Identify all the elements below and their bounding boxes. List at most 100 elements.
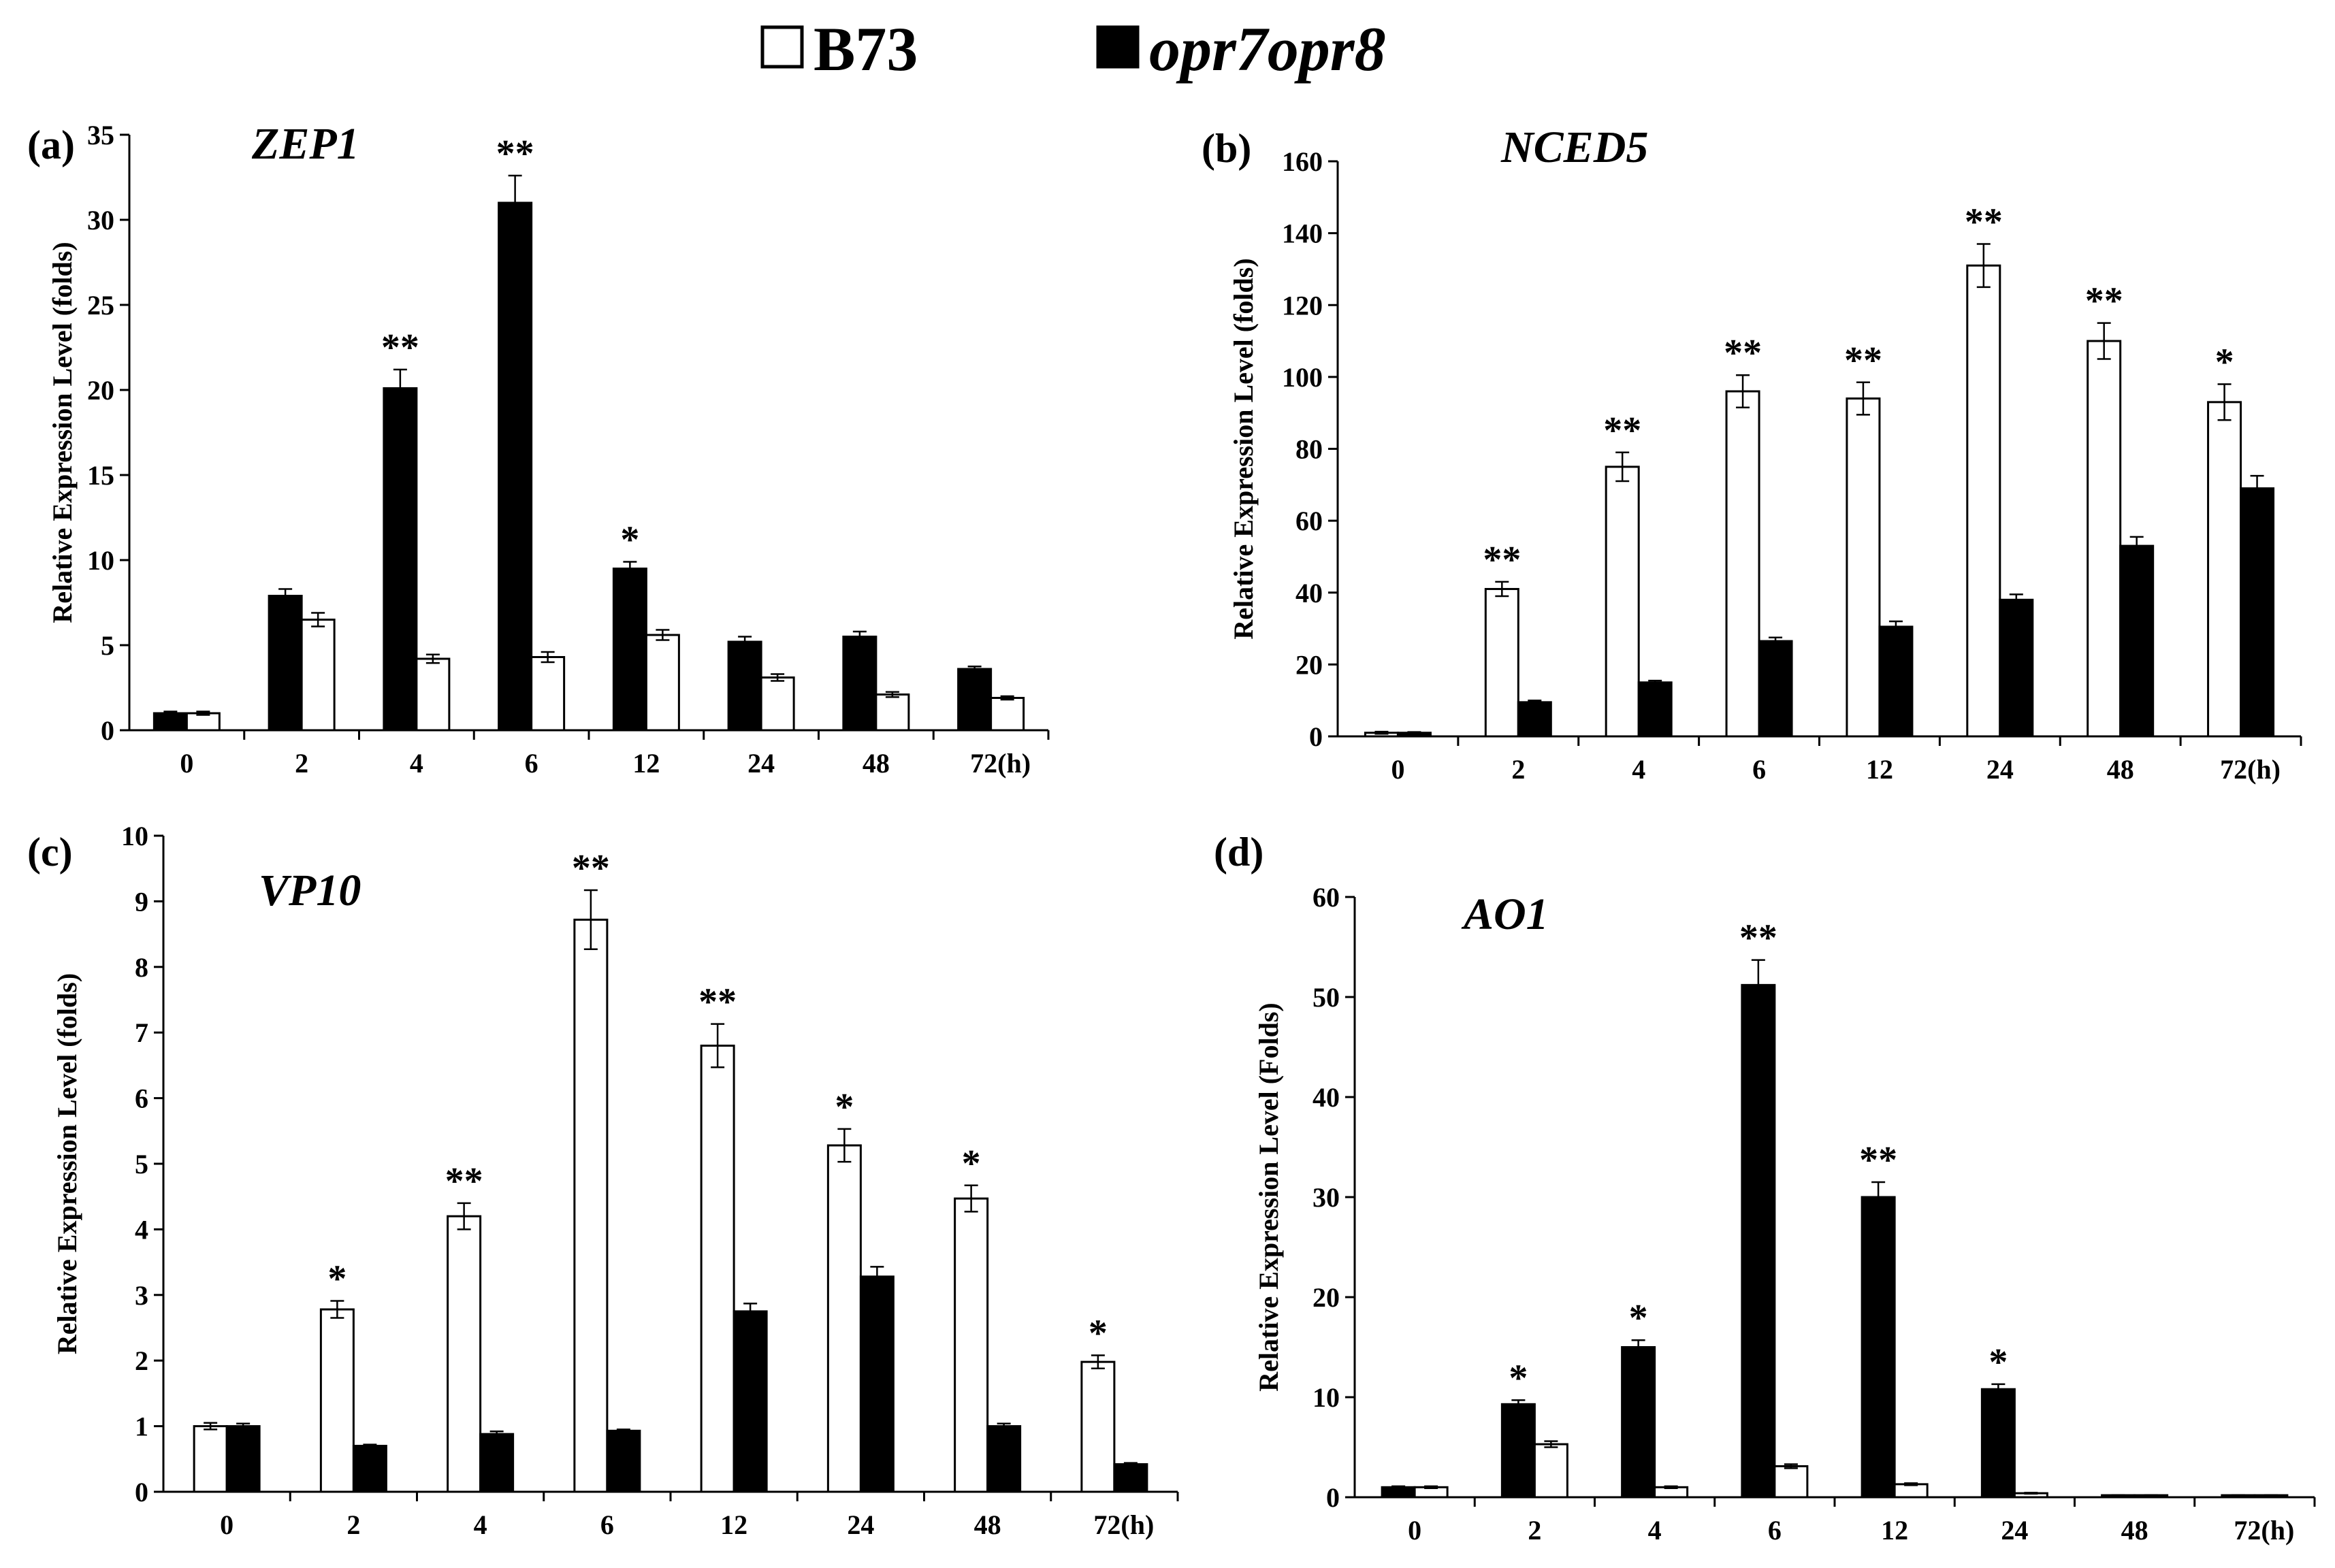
- y-axis-label: Relative Expression Level (folds): [52, 973, 82, 1354]
- significance-marker: **: [381, 327, 419, 369]
- bar-b73-2: [300, 619, 336, 732]
- bar-opr7opr8-6: [498, 201, 533, 732]
- bar-b73-72h: [2207, 401, 2242, 738]
- gene-title: VP10: [259, 866, 361, 915]
- significance-marker: *: [962, 1143, 981, 1185]
- y-tick-label: 3: [135, 1280, 148, 1311]
- significance-marker: *: [2215, 341, 2234, 383]
- x-tick-label: 2: [295, 748, 308, 779]
- significance-marker: **: [1859, 1139, 1897, 1181]
- bar-b73-6: [573, 918, 609, 1493]
- y-tick-label: 60: [1313, 882, 1340, 913]
- bar-b73-2: [1484, 587, 1519, 738]
- bar-b73-12: [645, 634, 680, 732]
- y-tick-label: 80: [1295, 434, 1323, 465]
- y-tick-label: 60: [1295, 506, 1323, 536]
- y-tick-label: 100: [1282, 362, 1323, 393]
- significance-marker: **: [1483, 539, 1521, 581]
- significance-marker: *: [835, 1086, 854, 1128]
- y-tick-label: 6: [135, 1083, 148, 1114]
- y-tick-label: 7: [135, 1017, 148, 1048]
- bar-opr7opr8-24: [1980, 1388, 2016, 1499]
- bar-b73-6: [1725, 390, 1760, 738]
- significance-marker: **: [1603, 410, 1641, 452]
- significance-marker: *: [1089, 1312, 1108, 1354]
- y-axis-label: Relative Expression Level (folds): [47, 242, 78, 623]
- bar-opr7opr8-12: [1861, 1196, 1896, 1499]
- y-tick-label: 30: [87, 205, 114, 235]
- bar-b73-6: [1773, 1465, 1809, 1499]
- y-tick-label: 0: [135, 1477, 148, 1507]
- x-tick-label: 48: [863, 748, 890, 779]
- bar-opr7opr8-72h: [957, 668, 993, 732]
- x-tick-label: 12: [632, 748, 660, 779]
- bar-opr7opr8-2: [268, 595, 303, 732]
- x-tick-label: 0: [1391, 754, 1404, 785]
- y-tick-label: 5: [135, 1149, 148, 1179]
- significance-marker: *: [327, 1258, 347, 1300]
- x-tick-label: 2: [1528, 1515, 1541, 1546]
- panel-label: (d): [1214, 830, 1263, 875]
- bar-opr7opr8-24: [1999, 598, 2034, 738]
- bar-opr7opr8-2: [1517, 701, 1552, 738]
- bar-opr7opr8-48: [842, 636, 877, 732]
- panel-label: (b): [1202, 126, 1251, 171]
- gene-title: AO1: [1461, 889, 1549, 939]
- y-tick-label: 15: [87, 460, 114, 491]
- bar-opr7opr8-6: [1741, 983, 1776, 1499]
- y-tick-label: 20: [1313, 1282, 1340, 1313]
- chart-panel-ao1: 0 10 20 30 40 50 60 0 2 * 4 * 6 ** 12 ** 24 * 48 72(h) (d) AO…: [1214, 830, 2316, 1546]
- x-tick-label: 4: [474, 1509, 487, 1540]
- y-axis-label: Relative Expression Level (folds): [1228, 258, 1259, 639]
- y-tick-label: 20: [87, 375, 114, 406]
- x-tick-label: 6: [600, 1509, 614, 1540]
- bar-b73-2: [1533, 1443, 1568, 1499]
- bar-opr7opr8-6: [1758, 640, 1793, 738]
- y-tick-label: 2: [135, 1345, 148, 1376]
- bar-b73-12: [1893, 1483, 1929, 1499]
- bar-opr7opr8-4: [383, 387, 418, 732]
- x-tick-label: 48: [974, 1509, 1001, 1540]
- bar-opr7opr8-4: [479, 1433, 515, 1493]
- significance-marker: **: [1739, 917, 1777, 960]
- bar-b73-24: [1966, 264, 2001, 738]
- y-tick-label: 10: [87, 545, 114, 576]
- legend-swatch-opr7opr8: [1096, 25, 1140, 69]
- significance-marker: **: [2085, 280, 2123, 323]
- legend: B73 opr7opr8: [760, 14, 1386, 84]
- x-tick-label: 0: [180, 748, 193, 779]
- y-tick-label: 20: [1295, 649, 1323, 680]
- x-tick-label: 0: [1408, 1515, 1421, 1546]
- x-tick-label: 12: [720, 1509, 747, 1540]
- bar-opr7opr8-24: [859, 1275, 895, 1493]
- significance-marker: *: [1509, 1357, 1528, 1399]
- x-tick-label: 2: [1511, 754, 1525, 785]
- gene-title: ZEP1: [251, 119, 359, 169]
- bar-opr7opr8-24: [727, 640, 762, 732]
- x-tick-label: 6: [1752, 754, 1766, 785]
- bar-b73-4: [415, 657, 451, 732]
- x-tick-label: 0: [220, 1509, 234, 1540]
- y-tick-label: 35: [87, 120, 114, 150]
- y-tick-label: 1: [135, 1411, 148, 1442]
- x-tick-label: 72(h): [1093, 1509, 1154, 1540]
- gene-title: NCED5: [1500, 122, 1648, 172]
- significance-marker: *: [620, 519, 639, 561]
- y-tick-label: 0: [101, 715, 114, 746]
- bar-opr7opr8-12: [732, 1310, 768, 1493]
- bar-opr7opr8-4: [1637, 681, 1673, 738]
- x-tick-label: 48: [2107, 754, 2134, 785]
- bar-b73-4: [1605, 466, 1640, 738]
- x-tick-label: 72(h): [2234, 1515, 2294, 1546]
- x-tick-label: 24: [847, 1509, 874, 1540]
- x-tick-label: 72(h): [970, 748, 1031, 779]
- bar-b73-0: [193, 1425, 228, 1493]
- bar-opr7opr8-48: [2119, 544, 2155, 738]
- legend-label-opr7opr8: opr7opr8: [1149, 14, 1386, 84]
- y-tick-label: 40: [1295, 578, 1323, 608]
- x-tick-label: 24: [1986, 754, 2014, 785]
- bar-b73-24: [760, 676, 795, 732]
